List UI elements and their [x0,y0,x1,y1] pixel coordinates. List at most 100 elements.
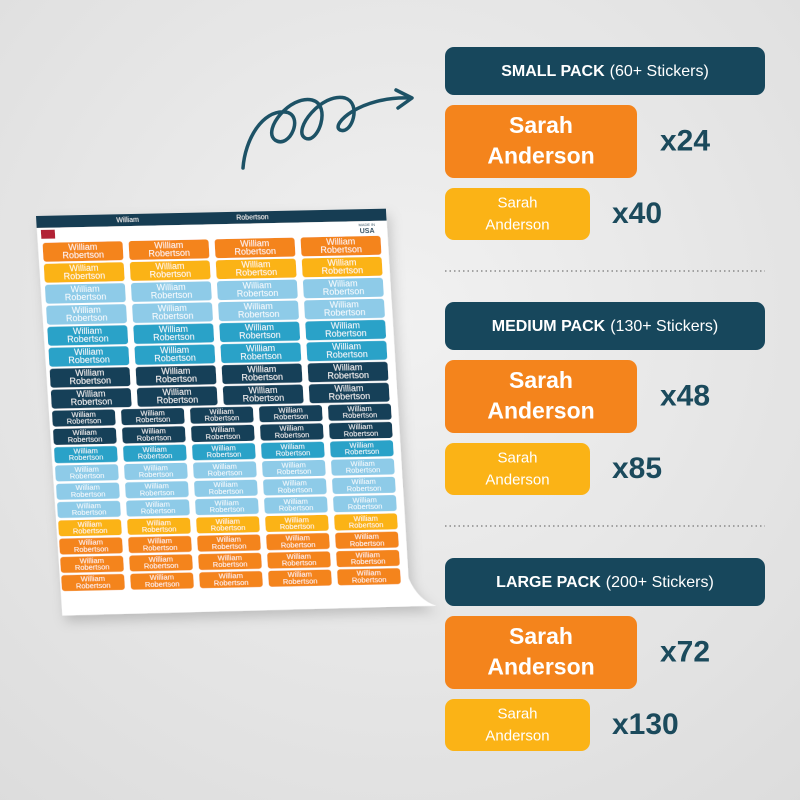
sheet-sticker-last: Robertson [135,415,170,425]
sheet-sticker-first: William [287,570,312,579]
sheet-sticker-first: William [247,364,277,375]
sheet-sticker-last: Robertson [325,328,367,339]
sheet-sticker-first: William [240,238,270,249]
sheet-sticker-first: William [147,536,172,545]
sheet-sticker-last: Robertson [63,271,105,282]
sheet-sticker [55,464,119,482]
sheet-sticker [121,408,185,426]
sticker-last: Anderson [487,143,594,169]
sheet-sticker-first: William [75,368,105,379]
sheet-sticker [306,340,388,362]
sheet-sticker [122,426,186,444]
sheet-sticker [191,424,255,443]
sheet-sticker-last: Robertson [148,248,190,259]
sheet-sticker-last: Robertson [140,488,175,498]
sticker-sheet: William Robertson MADE IN USA WilliamRob… [36,208,437,616]
sheet-sticker-last: Robertson [145,579,180,589]
pack-name: LARGE PACK [496,574,601,591]
sheet-sticker [267,551,331,569]
sheet-sticker-first: William [285,533,310,542]
sheet-sticker [130,572,194,590]
sheet-sticker [196,516,260,534]
pack-name: MEDIUM PACK [492,318,606,335]
sheet-sticker [130,281,212,302]
sheet-sticker [300,235,382,257]
sheet-sticker-last: Robertson [73,526,108,536]
sheet-sticker [221,363,303,385]
sheet-sticker [49,367,131,388]
sheet-sticker-first: William [328,278,358,289]
sheet-sticker-last: Robertson [279,503,314,513]
sheet-sticker-first: William [140,408,165,417]
sheet-sticker-last: Robertson [137,451,172,461]
sheet-sticker [46,304,127,325]
sheet-sticker-first: William [282,478,307,487]
sheet-sticker [335,531,399,549]
sheet-sticker-first: William [71,410,96,419]
sheet-sticker-first: William [245,322,275,333]
sheet-sticker-first: William [142,445,167,454]
sheet-sticker-first: William [214,498,239,507]
sheet-sticker [331,458,395,476]
sheet-sticker-first: William [248,385,278,396]
sheet-sticker-first: William [348,422,373,431]
sheet-sticker-first: William [246,343,276,354]
pack-title: MEDIUM PACK (130+ Stickers) [492,318,719,335]
sheet-sticker-last: Robertson [328,391,370,402]
sheet-sticker-last: Robertson [324,307,366,318]
sheet-sticker-last: Robertson [350,538,385,548]
sheet-sticker [192,443,256,461]
sheet-sticker-last: Robertson [68,355,110,366]
sheet-sticker-last: Robertson [204,413,239,423]
sheet-sticker [337,568,401,586]
sheet-sticker-last: Robertson [207,468,242,478]
sheet-sticker-first: William [160,345,190,356]
sheet-sticker-first: William [326,236,356,247]
sheet-sticker-first: William [329,299,359,310]
sticker-first: Sarah [509,367,573,393]
sticker-sample [445,616,637,689]
sheet-sticker-last: Robertson [277,485,312,495]
sheet-sticker [136,386,218,407]
sheet-sticker-last: Robertson [139,470,174,480]
sheet-sticker [332,476,396,494]
sheet-sticker-last: Robertson [239,330,281,341]
sheet-sticker-last: Robertson [345,465,380,475]
sticker-sample [445,360,637,433]
sheet-sticker-last: Robertson [70,471,105,481]
sheet-sticker-first: William [154,240,184,251]
sticker-sample [445,443,590,495]
sheet-sticker [302,277,384,299]
sheet-sticker-first: William [145,500,170,509]
pack-title: SMALL PACK (60+ Stickers) [501,63,709,80]
sheet-sticker [329,421,393,440]
sheet-sticker [129,554,193,572]
sheet-sticker-last: Robertson [70,397,112,408]
sheet-sticker [336,549,400,568]
sheet-sticker-last: Robertson [214,578,249,588]
pack-name: SMALL PACK [501,63,605,80]
sheet-header-band [36,208,387,228]
sheet-sticker-last: Robertson [240,351,282,362]
sheet-sticker-first: William [331,320,361,331]
sticker-first: Sarah [509,112,573,138]
sheet-sticker-first: William [161,366,191,377]
sheet-sticker-first: William [334,383,364,394]
sheet-sticker [219,321,301,343]
sheet-sticker [301,256,383,278]
swirl-arrow [241,95,412,170]
sheet-sticker [194,479,258,497]
sticker-last: Anderson [487,654,594,680]
flag [40,229,56,239]
sheet-sticker-first: William [353,513,378,522]
sheet-sticker [125,481,189,499]
sheet-sticker [266,533,330,551]
sheet-sticker-first: William [212,462,237,471]
sheet-sticker [307,361,389,383]
pack-count: (200+ Stickers) [606,574,714,591]
sheet-sticker-first: William [350,459,375,468]
sheet-sticker-last: Robertson [66,416,101,426]
sheet-sticker-first: William [162,387,192,398]
sheet-sticker [56,482,120,500]
